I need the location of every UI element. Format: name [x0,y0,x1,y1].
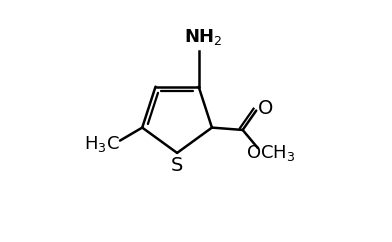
Text: NH$_2$: NH$_2$ [184,27,223,47]
Text: O: O [258,99,273,118]
Text: S: S [171,156,183,175]
Text: OCH$_3$: OCH$_3$ [246,143,296,163]
Text: H$_3$C: H$_3$C [84,134,120,154]
